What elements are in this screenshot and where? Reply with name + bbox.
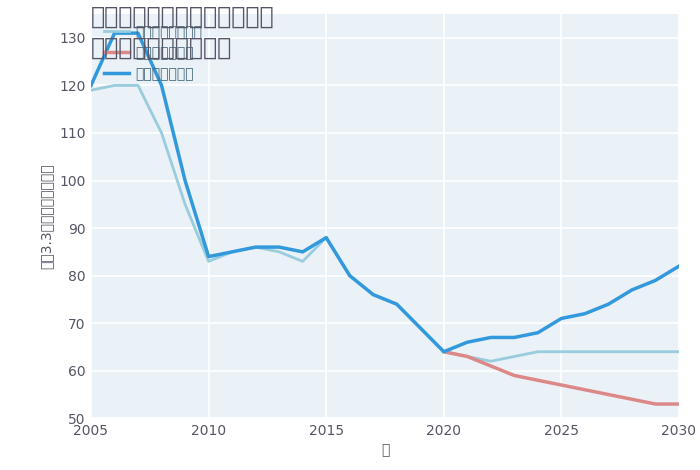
グッドシナリオ (416, 325, 424, 331)
バッドシナリオ (510, 373, 519, 378)
ノーマルシナリオ (346, 273, 354, 278)
ノーマルシナリオ (651, 349, 659, 354)
Line: バッドシナリオ: バッドシナリオ (444, 352, 679, 404)
グッドシナリオ (604, 301, 612, 307)
グッドシナリオ (298, 249, 307, 255)
ノーマルシナリオ (510, 353, 519, 359)
グッドシナリオ (463, 339, 472, 345)
ノーマルシナリオ (134, 83, 142, 88)
Legend: ノーマルシナリオ, バッドシナリオ, グッドシナリオ: ノーマルシナリオ, バッドシナリオ, グッドシナリオ (104, 25, 203, 81)
グッドシナリオ (369, 292, 377, 298)
グッドシナリオ (181, 178, 189, 183)
グッドシナリオ (557, 316, 566, 321)
グッドシナリオ (134, 30, 142, 36)
グッドシナリオ (533, 330, 542, 336)
グッドシナリオ (251, 244, 260, 250)
ノーマルシナリオ (204, 258, 213, 264)
バッドシナリオ (463, 353, 472, 359)
ノーマルシナリオ (604, 349, 612, 354)
グッドシナリオ (440, 349, 448, 354)
Y-axis label: 坪（3.3㎡）単価（万円）: 坪（3.3㎡）単価（万円） (39, 164, 53, 269)
ノーマルシナリオ (322, 235, 330, 241)
ノーマルシナリオ (275, 249, 284, 255)
ノーマルシナリオ (416, 325, 424, 331)
Line: ノーマルシナリオ: ノーマルシナリオ (91, 86, 679, 361)
ノーマルシナリオ (87, 87, 95, 93)
グッドシナリオ (486, 335, 495, 340)
グッドシナリオ (322, 235, 330, 241)
グッドシナリオ (393, 301, 401, 307)
グッドシナリオ (275, 244, 284, 250)
グッドシナリオ (87, 83, 95, 88)
グッドシナリオ (651, 278, 659, 283)
グッドシナリオ (628, 287, 636, 293)
ノーマルシナリオ (486, 359, 495, 364)
ノーマルシナリオ (369, 292, 377, 298)
バッドシナリオ (604, 392, 612, 397)
ノーマルシナリオ (158, 130, 166, 136)
ノーマルシナリオ (251, 244, 260, 250)
バッドシナリオ (581, 387, 589, 392)
Text: 岐阜県郡上市八幡町橋本町の
中古戸建ての価格推移: 岐阜県郡上市八幡町橋本町の 中古戸建ての価格推移 (91, 5, 274, 59)
バッドシナリオ (486, 363, 495, 369)
バッドシナリオ (628, 397, 636, 402)
グッドシナリオ (228, 249, 237, 255)
バッドシナリオ (651, 401, 659, 407)
ノーマルシナリオ (581, 349, 589, 354)
Line: グッドシナリオ: グッドシナリオ (91, 33, 679, 352)
バッドシナリオ (440, 349, 448, 354)
グッドシナリオ (111, 30, 119, 36)
ノーマルシナリオ (440, 349, 448, 354)
X-axis label: 年: 年 (381, 443, 389, 457)
ノーマルシナリオ (393, 301, 401, 307)
グッドシナリオ (204, 254, 213, 259)
ノーマルシナリオ (675, 349, 683, 354)
グッドシナリオ (346, 273, 354, 278)
グッドシナリオ (675, 263, 683, 269)
バッドシナリオ (675, 401, 683, 407)
ノーマルシナリオ (628, 349, 636, 354)
ノーマルシナリオ (228, 249, 237, 255)
ノーマルシナリオ (181, 202, 189, 207)
グッドシナリオ (581, 311, 589, 316)
ノーマルシナリオ (298, 258, 307, 264)
ノーマルシナリオ (557, 349, 566, 354)
グッドシナリオ (510, 335, 519, 340)
グッドシナリオ (158, 83, 166, 88)
ノーマルシナリオ (111, 83, 119, 88)
ノーマルシナリオ (463, 353, 472, 359)
ノーマルシナリオ (533, 349, 542, 354)
バッドシナリオ (533, 377, 542, 383)
バッドシナリオ (557, 382, 566, 388)
